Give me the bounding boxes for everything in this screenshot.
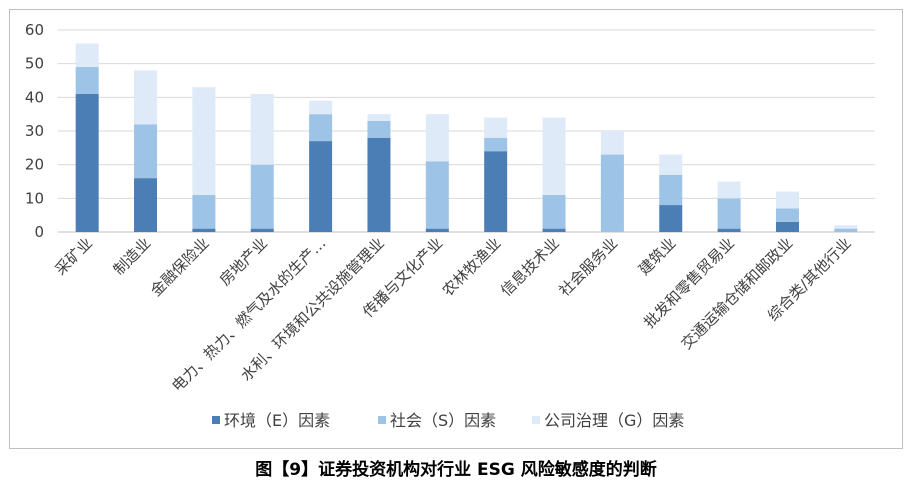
category-label: 制造业	[110, 234, 155, 279]
bars	[75, 43, 858, 232]
y-tick-label: 10	[25, 189, 44, 207]
y-axis-ticks: 0 10 20 30 40 50 60	[25, 21, 44, 241]
legend-label: 社会（S）因素	[390, 411, 496, 430]
figure-caption: 图【9】证券投资机构对行业 ESG 风险敏感度的判断	[255, 460, 657, 480]
bar-segment	[309, 114, 333, 142]
bar-segment	[250, 228, 274, 232]
grid-lines	[58, 29, 875, 233]
y-tick-label: 60	[25, 21, 44, 39]
bar-segment	[542, 117, 566, 195]
bar-segment	[542, 228, 566, 232]
y-tick-label: 30	[25, 122, 44, 140]
bar-segment	[192, 228, 216, 232]
bar-segment	[717, 198, 741, 229]
legend-label: 环境（E）因素	[224, 411, 330, 430]
bar-segment	[542, 194, 566, 229]
bar-segment	[192, 87, 216, 195]
category-label: 社会服务业	[555, 234, 621, 300]
legend: 环境（E）因素 社会（S）因素 公司治理（G）因素	[212, 411, 684, 430]
bar-segment	[425, 161, 449, 229]
bar-segment	[134, 178, 158, 232]
y-tick-label: 40	[25, 88, 44, 106]
y-tick-label: 20	[25, 156, 44, 174]
chart-frame	[9, 9, 903, 449]
bar-segment	[717, 228, 741, 232]
bar-segment	[134, 124, 158, 179]
bar-segment	[484, 117, 508, 138]
bar-segment	[367, 114, 391, 121]
bar-segment	[425, 228, 449, 232]
bar-segment	[717, 181, 741, 199]
bar-segment	[775, 221, 799, 232]
category-label: 房地产业	[216, 234, 271, 289]
bar-segment	[659, 154, 683, 175]
bar-segment	[192, 194, 216, 229]
bar-segment	[775, 191, 799, 209]
y-tick-label: 0	[34, 223, 44, 241]
bar-segment	[659, 174, 683, 206]
bar-segment	[367, 137, 391, 232]
category-label: 采矿业	[51, 234, 96, 279]
category-label: 交通运输仓储和邮政业	[677, 234, 796, 353]
bar-segment	[425, 114, 449, 162]
bar-segment	[834, 225, 858, 229]
category-label: 建筑业	[635, 234, 680, 279]
bar-segment	[250, 164, 274, 229]
bar-segment	[134, 70, 158, 125]
bar-segment	[834, 228, 858, 232]
bar-segment	[484, 137, 508, 152]
category-label: 农林牧渔业	[439, 234, 505, 300]
bar-segment	[367, 120, 391, 138]
bar-segment	[75, 43, 99, 68]
bar-segment	[75, 93, 99, 232]
bar-segment	[484, 151, 508, 232]
bar-segment	[309, 141, 333, 232]
y-tick-label: 50	[25, 55, 44, 73]
category-label: 信息技术业	[497, 234, 563, 300]
bar-segment	[600, 131, 624, 155]
category-label: 金融保险业	[147, 234, 213, 300]
bar-segment	[775, 208, 799, 222]
legend-swatch	[378, 416, 386, 424]
legend-label: 公司治理（G）因素	[544, 411, 684, 430]
legend-swatch	[212, 416, 220, 424]
bar-segment	[250, 93, 274, 165]
bar-segment	[309, 100, 333, 115]
bar-segment	[600, 154, 624, 232]
bar-segment	[75, 67, 99, 94]
bar-segment	[659, 205, 683, 232]
legend-swatch	[532, 416, 540, 424]
